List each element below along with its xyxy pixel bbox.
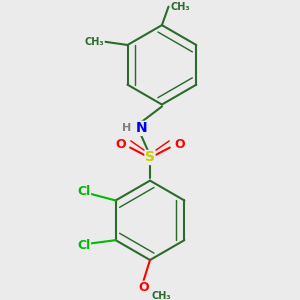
Text: Cl: Cl xyxy=(77,239,91,252)
Text: O: O xyxy=(175,138,185,151)
Text: CH₃: CH₃ xyxy=(171,2,190,12)
Text: Cl: Cl xyxy=(77,185,91,198)
Text: CH₃: CH₃ xyxy=(85,37,104,47)
Text: O: O xyxy=(115,138,125,151)
Text: H: H xyxy=(122,123,131,133)
Text: CH₃: CH₃ xyxy=(152,291,171,300)
Text: S: S xyxy=(145,151,155,164)
Text: O: O xyxy=(138,281,149,294)
Text: N: N xyxy=(136,121,147,135)
